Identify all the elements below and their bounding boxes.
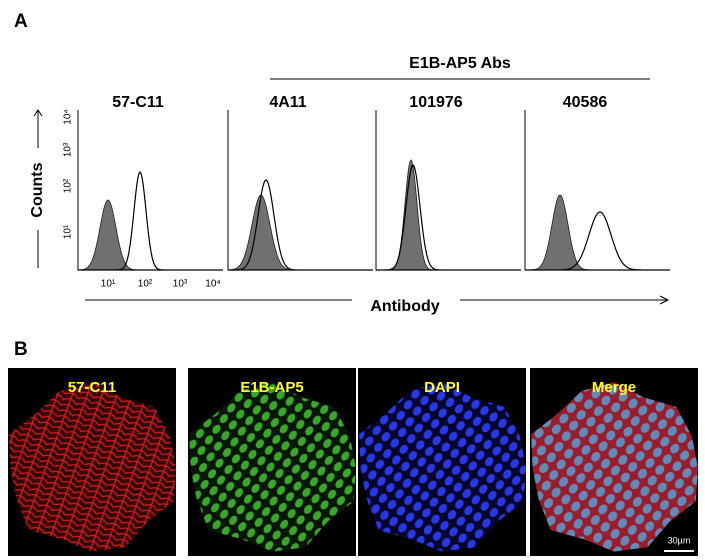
panel-label: A [14, 11, 28, 32]
micrograph-cells [359, 382, 526, 552]
histogram-control [77, 199, 223, 271]
histogram-title: 4A11 [269, 94, 306, 111]
panel-label: B [14, 339, 28, 360]
group-label: E1B-AP5 Abs [409, 55, 511, 72]
histogram-title: 40586 [563, 94, 608, 111]
y-tick-label: 10⁴ [63, 109, 74, 124]
histogram-axes [77, 110, 223, 271]
image-label: DAPI [424, 379, 460, 396]
histogram-title: 101976 [409, 94, 462, 111]
x-axis-label: Antibody [370, 298, 439, 315]
x-tick-label: 10³ [173, 279, 188, 290]
histogram-axes [524, 110, 670, 271]
y-tick-label: 10³ [63, 142, 74, 157]
scale-bar-label: 30µm [668, 535, 691, 545]
x-label-bg [352, 290, 460, 310]
histogram-control [525, 194, 670, 271]
image-label: Merge [592, 379, 636, 396]
histogram-title: 57-C11 [112, 94, 164, 111]
y-tick-label: 10² [63, 178, 74, 193]
image-label: 57-C11 [68, 379, 116, 396]
histogram-control [376, 159, 521, 271]
y-tick-label: 10¹ [63, 224, 74, 239]
histogram-axes [227, 110, 373, 271]
image-label: E1B-AP5 [240, 379, 303, 396]
x-arrow-head [659, 295, 670, 305]
micrograph-cells [531, 382, 698, 552]
x-tick-label: 10⁴ [205, 279, 220, 290]
y-arrow-head [33, 109, 43, 117]
histogram-antibody [376, 164, 521, 271]
y-axis-label: Counts [29, 162, 46, 217]
x-tick-label: 10² [138, 279, 153, 290]
micrograph-cells [9, 382, 176, 552]
histogram-axes [375, 110, 521, 271]
micrograph-cells [189, 382, 356, 552]
x-tick-label: 10¹ [101, 279, 116, 290]
